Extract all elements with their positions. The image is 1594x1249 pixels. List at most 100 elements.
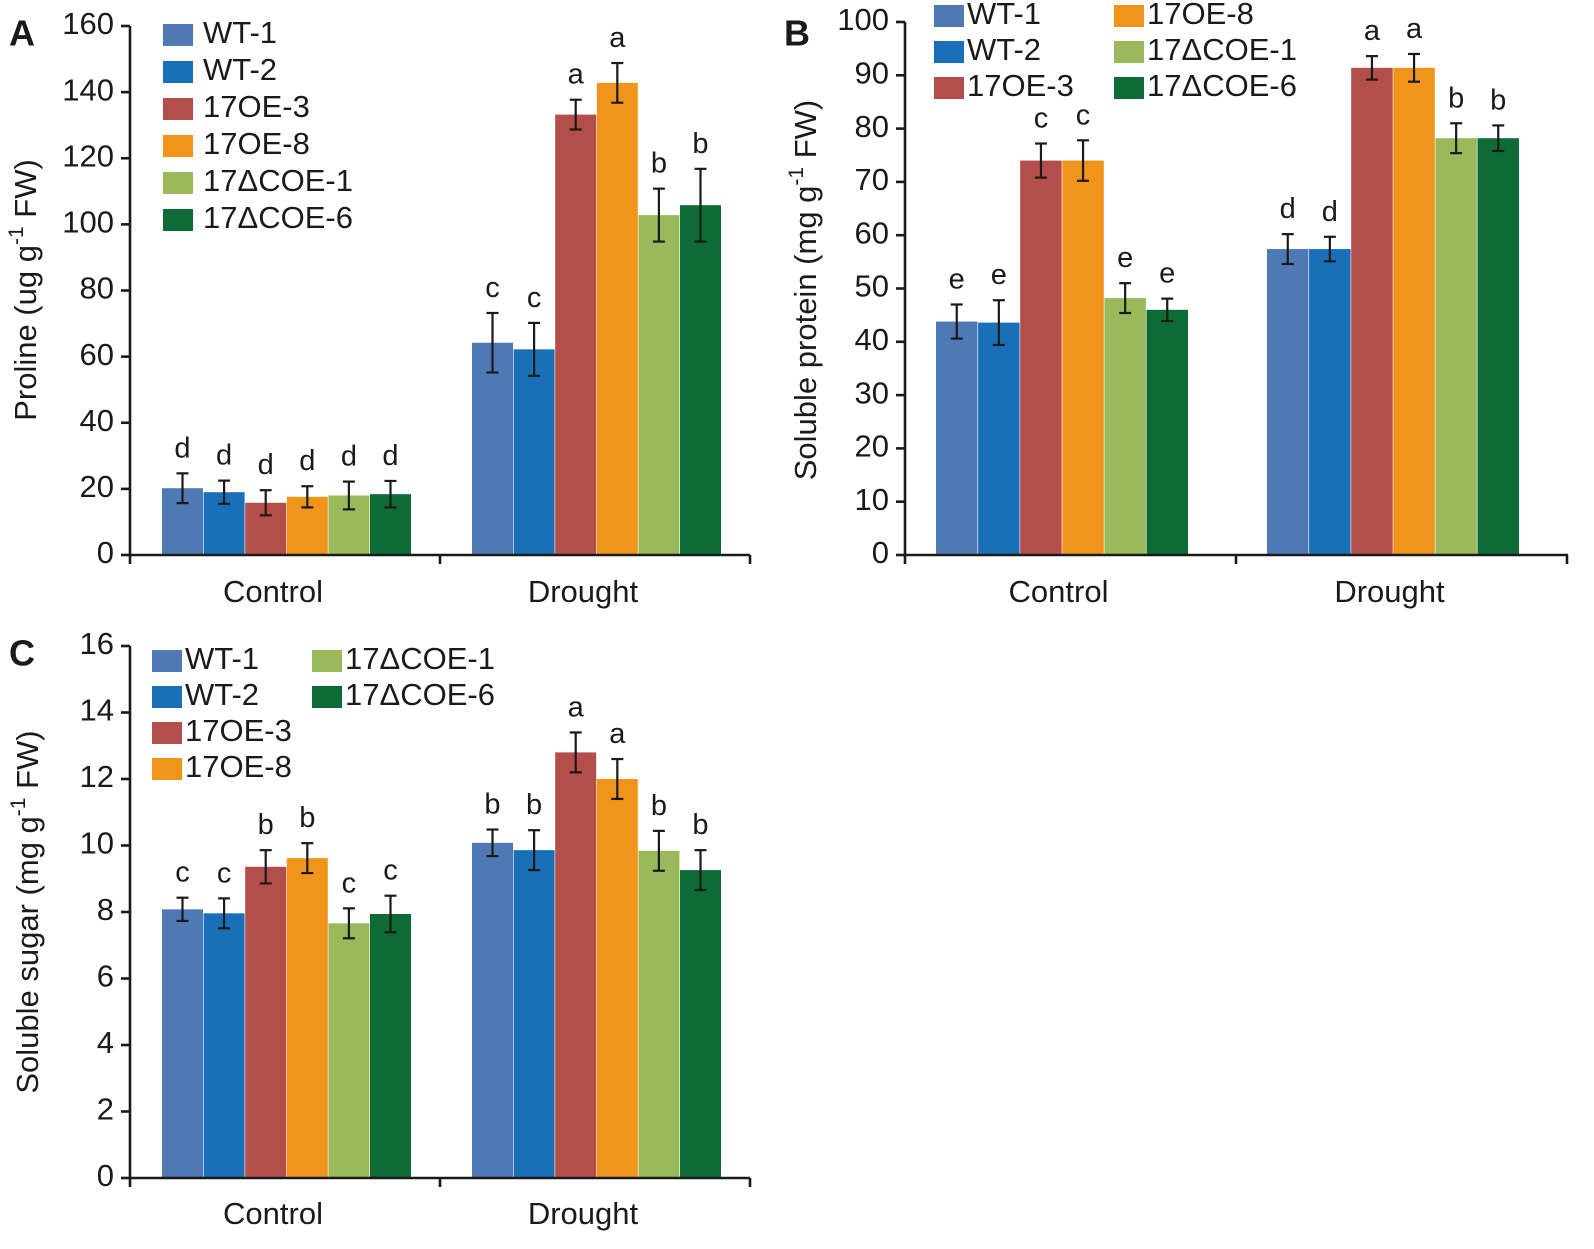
y-axis-title-part: FW) xyxy=(8,159,43,226)
significance-label: b xyxy=(692,128,708,160)
significance-label: a xyxy=(609,718,626,750)
y-tick-label: 20 xyxy=(80,469,114,504)
legend-label: 17OE-8 xyxy=(185,749,292,784)
significance-label: b xyxy=(651,148,667,180)
legend-label: WT-2 xyxy=(185,677,259,712)
bar xyxy=(680,205,721,556)
bar xyxy=(680,870,721,1178)
legend-swatch xyxy=(163,209,193,231)
y-axis-title: Soluble protein (mg g-1 FW) xyxy=(785,100,824,481)
y-tick-label: 20 xyxy=(855,429,889,464)
significance-label: e xyxy=(991,259,1007,291)
y-tick-label: 12 xyxy=(80,759,114,794)
y-axis-title-part: FW) xyxy=(788,100,823,167)
bar xyxy=(286,858,328,1178)
bar xyxy=(370,913,411,1178)
y-tick-label: 40 xyxy=(80,403,114,438)
x-category-label: Control xyxy=(223,1196,323,1231)
panel-letter: B xyxy=(784,13,810,54)
bar xyxy=(513,349,555,555)
bar xyxy=(472,342,513,555)
y-axis-title-part: Soluble protein (mg g xyxy=(788,186,823,481)
legend-swatch xyxy=(1114,77,1144,99)
significance-label: e xyxy=(949,263,965,295)
significance-label: a xyxy=(568,59,585,91)
y-tick-label: 60 xyxy=(80,337,114,372)
y-axis-title-superscript: -1 xyxy=(785,167,808,186)
y-tick-label: 0 xyxy=(97,1158,114,1193)
significance-label: c xyxy=(1034,103,1049,135)
legend-label: 17ΔCOE-6 xyxy=(345,677,495,712)
legend-swatch xyxy=(163,135,193,157)
bar xyxy=(203,913,245,1178)
bar xyxy=(513,850,555,1178)
bar xyxy=(1267,249,1309,556)
y-tick-label: 70 xyxy=(855,162,889,197)
y-axis-title-part: FW) xyxy=(10,730,45,797)
significance-label: e xyxy=(1117,242,1133,274)
y-tick-label: 120 xyxy=(62,138,114,173)
y-tick-label: 100 xyxy=(837,2,889,37)
bar xyxy=(936,321,978,555)
bar xyxy=(1020,160,1062,555)
y-tick-label: 80 xyxy=(855,109,889,144)
legend-label: 17OE-8 xyxy=(203,126,310,161)
bar xyxy=(638,215,680,555)
legend-swatch xyxy=(934,77,964,99)
significance-label: a xyxy=(1406,13,1423,45)
y-tick-label: 0 xyxy=(872,535,889,570)
bar xyxy=(555,752,597,1178)
significance-label: b xyxy=(651,790,667,822)
y-tick-label: 50 xyxy=(855,269,889,304)
legend-label: 17ΔCOE-1 xyxy=(1147,32,1297,67)
chart-panel-b: B Soluble protein (mg g-1 FW) e d e d c a c a e b e b… xyxy=(784,0,1569,609)
y-tick-label: 100 xyxy=(62,205,114,240)
y-axis-title: Proline (ug g-1 FW) xyxy=(5,159,44,421)
y-tick-label: 10 xyxy=(855,482,889,517)
legend-label: WT-1 xyxy=(967,0,1041,31)
bar xyxy=(596,82,638,556)
y-tick-label: 60 xyxy=(855,215,889,250)
significance-label: c xyxy=(485,272,500,304)
significance-label: b xyxy=(484,789,500,821)
x-category-label: Control xyxy=(223,574,323,609)
bar xyxy=(978,322,1020,555)
panel-letter: C xyxy=(9,633,35,674)
panel-letter: A xyxy=(9,13,35,54)
significance-label: d xyxy=(1322,196,1338,228)
significance-label: c xyxy=(342,867,357,899)
legend-swatch xyxy=(163,61,193,83)
significance-label: b xyxy=(258,809,274,841)
significance-label: e xyxy=(1159,258,1175,290)
legend-label: 17OE-3 xyxy=(185,713,292,748)
legend-label: 17OE-3 xyxy=(967,68,1074,103)
legend-label: 17ΔCOE-1 xyxy=(203,163,353,198)
significance-label: c xyxy=(175,857,190,889)
bar xyxy=(1393,67,1435,555)
y-tick-label: 90 xyxy=(855,55,889,90)
bar xyxy=(1477,138,1519,555)
y-tick-label: 14 xyxy=(80,693,114,728)
x-category-label: Control xyxy=(1009,574,1109,609)
y-axis-title-superscript: -1 xyxy=(7,798,30,817)
y-tick-label: 16 xyxy=(80,626,114,661)
significance-label: c xyxy=(527,282,542,314)
significance-label: a xyxy=(609,22,626,54)
significance-label: a xyxy=(568,691,585,723)
y-axis-title: Soluble sugar (mg g-1 FW) xyxy=(7,730,46,1093)
y-tick-label: 160 xyxy=(62,6,114,41)
legend-swatch xyxy=(312,650,342,672)
significance-label: d xyxy=(341,441,357,473)
significance-label: b xyxy=(1490,84,1506,116)
legend-swatch xyxy=(934,41,964,63)
y-tick-label: 0 xyxy=(97,535,114,570)
legend-swatch xyxy=(312,686,342,708)
bar xyxy=(472,842,513,1178)
legend-swatch xyxy=(163,98,193,120)
legend-label: WT-1 xyxy=(203,15,277,50)
y-tick-label: 8 xyxy=(97,892,114,927)
